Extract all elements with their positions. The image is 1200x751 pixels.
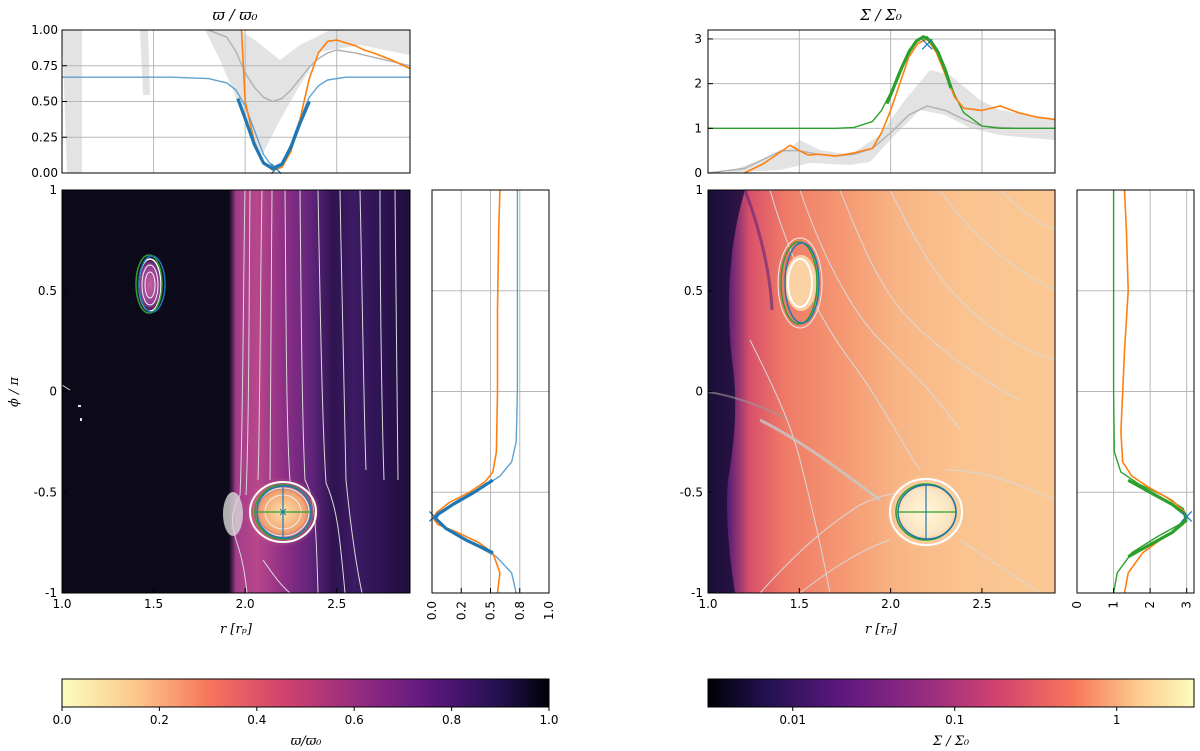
right-top-minimum-marker [921, 38, 933, 50]
right-map-phi-tick-label: 0.5 [684, 284, 703, 298]
left-map-phi-tick-label: 0.5 [38, 284, 57, 298]
left-top-minimum-marker [270, 163, 282, 175]
left-map-phi-tick-label: 0 [49, 385, 57, 399]
left-map-yticks: 1 0.5 0 -0.5 -1 [34, 183, 67, 600]
right-top-lines [707, 35, 1056, 174]
left-side-xtick-label: 0.5 [484, 601, 498, 620]
right-top-ytick-label: 2 [694, 77, 702, 91]
left-map-phi-tick-label: -1 [45, 586, 57, 600]
left-colorbar-ticks: 0.0 0.2 0.4 0.6 0.8 1.0 [52, 707, 559, 727]
right-map-dark-edge [707, 189, 791, 593]
left-side-panel: 0.0 0.2 0.5 0.8 1.0 [425, 189, 556, 620]
left-colorbar-tick-label: 0.6 [345, 713, 364, 727]
right-side-xtick-label: 2 [1143, 601, 1157, 609]
left-side-grid [432, 190, 549, 593]
left-side-xtick-label: 0.0 [425, 601, 439, 620]
right-side-xtick-label: 1 [1107, 601, 1121, 609]
left-colorbar-tick-label: 0.8 [442, 713, 461, 727]
right-top-ytick-label: 3 [694, 32, 702, 46]
right-colorbar-tick-label: 1 [1113, 713, 1121, 727]
left-map-r-tick-label: 2.5 [327, 597, 346, 611]
left-colorbar-tick-label: 0.0 [52, 713, 71, 727]
right-map-r-tick-label: 2.0 [881, 597, 900, 611]
left-side-lines [428, 189, 519, 594]
right-side-lines [1112, 189, 1193, 594]
left-map-xticks: 1.0 1.5 2.0 2.5 [52, 588, 346, 611]
right-map-phi-tick-label: -1 [691, 586, 703, 600]
left-top-ytick-label: 0.00 [31, 166, 58, 180]
right-top-panel: 3 2 1 0 [694, 29, 1056, 180]
left-map-r-tick-label: 1.5 [144, 597, 163, 611]
left-map-r-tick-label: 1.0 [52, 597, 71, 611]
left-vortex-upper-contours [135, 254, 166, 314]
left-top-ytick-label: 0.50 [31, 95, 58, 109]
left-side-xtick-label: 1.0 [542, 601, 556, 620]
right-colorbar-tick-label: 0.1 [945, 713, 964, 727]
right-side-xtick-label: 0 [1070, 601, 1084, 609]
left-top-lines [62, 29, 411, 175]
left-map-contours [61, 189, 399, 594]
left-side-series-orange [432, 189, 501, 594]
right-top-band [725, 70, 1055, 173]
left-side-minimum-marker [428, 511, 440, 522]
right-top-yticks: 3 2 1 0 [694, 32, 713, 180]
left-colorbar-tick-label: 0.2 [150, 713, 169, 727]
left-map-r-tick-label: 2.0 [236, 597, 255, 611]
right-title: Σ / Σ₀ [859, 6, 902, 24]
left-top-yticks: 1.00 0.75 0.50 0.25 0.00 [31, 23, 67, 180]
right-r-axis-label: r [rₚ] [865, 622, 898, 637]
right-map-r-tick-label: 2.5 [972, 597, 991, 611]
right-top-ytick-label: 0 [694, 166, 702, 180]
right-map-phi-tick-label: -0.5 [680, 485, 703, 499]
left-side-xticks: 0.0 0.2 0.5 0.8 1.0 [425, 588, 556, 620]
right-colorbar: 0.01 0.1 1 Σ / Σ₀ [707, 678, 1195, 749]
right-map-r-tick-label: 1.0 [698, 597, 717, 611]
right-map-xticks: 1.0 1.5 2.0 2.5 [698, 588, 991, 611]
right-side-minimum-marker [1181, 511, 1193, 522]
left-colorbar-label: ϖ/ϖ₀ [291, 734, 323, 749]
left-r-axis-label: r [rₚ] [220, 622, 253, 637]
left-side-series-blue-thick [433, 478, 494, 555]
right-vortex-upper-contours [777, 237, 823, 329]
right-side-panel: 0 1 2 3 [1070, 189, 1195, 609]
right-map-phi-tick-label: 0 [695, 385, 703, 399]
right-vortex-lower-contours [889, 478, 963, 546]
left-vortex-lower-contours [249, 481, 317, 543]
right-map-contours [749, 189, 1056, 594]
right-colorbar-ticks: 0.01 0.1 1 [779, 707, 1121, 727]
right-top-series-orange [744, 38, 1056, 174]
right-map-phi-tick-label: 1 [695, 183, 703, 197]
right-map-r-tick-label: 1.5 [790, 597, 809, 611]
left-top-series-blue-thick [236, 98, 311, 171]
left-map-phi-tick-label: 1 [49, 183, 57, 197]
left-side-xtick-label: 0.8 [513, 601, 527, 620]
right-map-field [708, 190, 1055, 593]
left-side-xtick-label: 0.2 [454, 601, 468, 620]
left-phi-axis-label: ϕ / π [7, 377, 22, 408]
left-colorbar-tick-label: 0.4 [247, 713, 266, 727]
right-top-series-green-thick [885, 35, 953, 105]
left-top-ytick-label: 0.75 [31, 59, 58, 73]
left-vortex-upper-core [136, 255, 164, 315]
right-map-yticks: 1 0.5 0 -0.5 -1 [680, 183, 713, 600]
left-title: ϖ / ϖ₀ [212, 6, 257, 24]
left-colorbar: 0.0 0.2 0.4 0.6 0.8 1.0 ϖ/ϖ₀ [52, 678, 559, 749]
right-top-ytick-label: 1 [694, 121, 702, 135]
right-map: 1 0.5 0 -0.5 -1 1.0 1.5 2.0 2.5 [680, 183, 1056, 611]
right-side-xticks: 0 1 2 3 [1070, 588, 1194, 609]
left-top-panel: 1.00 0.75 0.50 0.25 0.00 [31, 23, 411, 180]
left-top-ytick-label: 1.00 [31, 23, 58, 37]
left-top-ytick-label: 0.25 [31, 130, 58, 144]
left-map: 1 0.5 0 -0.5 -1 1.0 1.5 2.0 2.5 [34, 183, 411, 611]
left-map-phi-tick-label: -0.5 [34, 485, 57, 499]
right-colorbar-label: Σ / Σ₀ [932, 734, 970, 749]
right-side-xtick-label: 3 [1180, 601, 1194, 609]
left-colorbar-tick-label: 1.0 [539, 713, 558, 727]
right-colorbar-tick-label: 0.01 [779, 713, 806, 727]
